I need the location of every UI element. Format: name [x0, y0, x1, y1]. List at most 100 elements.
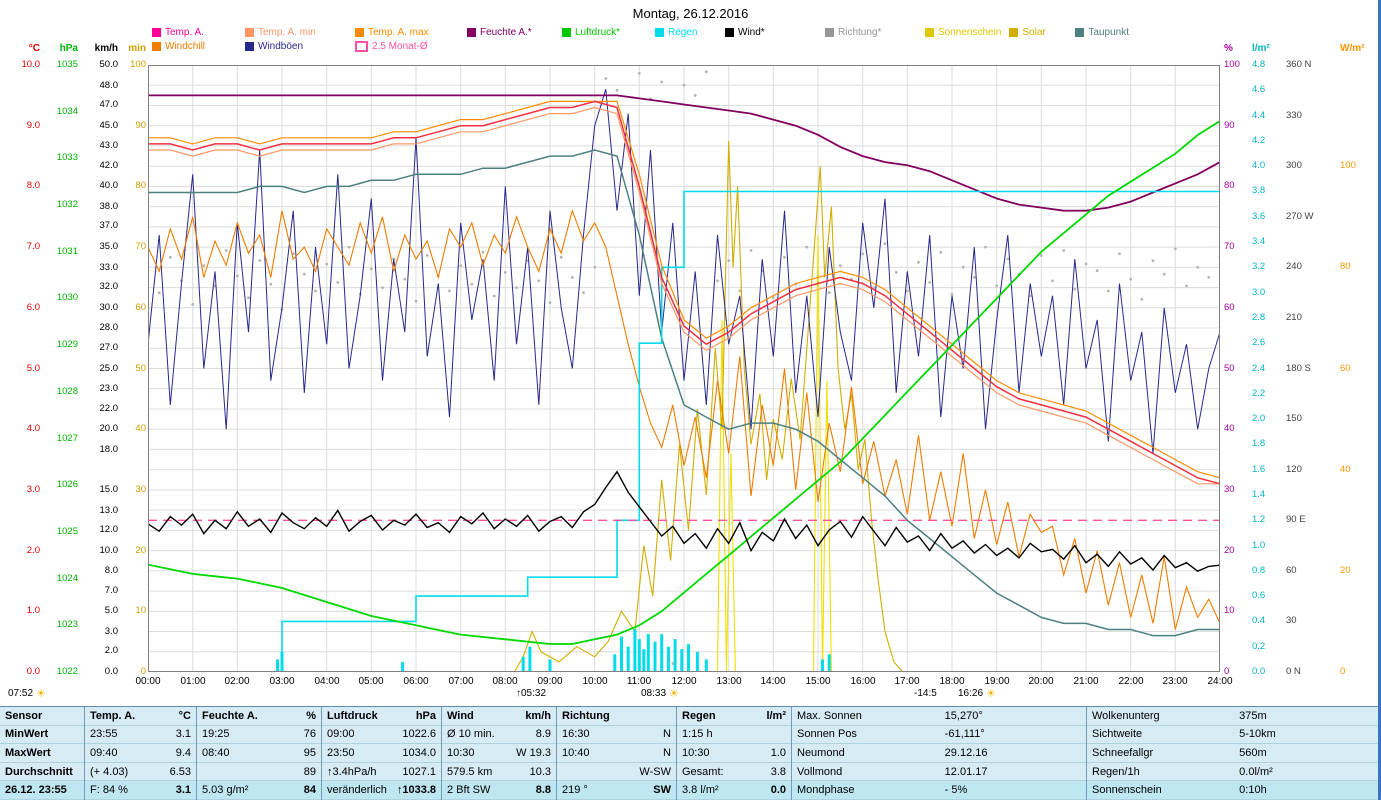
- column-header-label: Feuchte A.: [202, 709, 258, 722]
- axis-tick-label: 1026: [56, 479, 78, 490]
- series-luftdruck: [148, 120, 1220, 645]
- cell-left-text: Ø 10 min.: [447, 728, 495, 741]
- series-feuchte-a: [148, 94, 1220, 212]
- axis-tick-label: 90: [135, 120, 146, 131]
- column-header-unit: %: [306, 709, 316, 722]
- annotation-time-text: 07:52: [8, 688, 34, 699]
- axis-tick-label: 240: [1286, 261, 1302, 272]
- table-cell: 1:15 h: [677, 726, 791, 745]
- legend-swatch-icon: [245, 28, 254, 37]
- table-info-cell: Neumond 29.12.16: [792, 744, 1086, 763]
- axis-tick-label: 0.4: [1252, 615, 1266, 626]
- rain-rate-bars: [276, 629, 831, 672]
- legend-swatch-icon: [1009, 28, 1019, 37]
- table-column-header: Richtung: [557, 707, 676, 726]
- table-cell: 08:40 95: [197, 744, 321, 763]
- legend-swatch-icon: [825, 28, 834, 37]
- axis-tick-label: 1.0: [26, 605, 40, 616]
- table-column-richtung: Richtung 16:30 N 10:40 N W-SW 219 ° SW: [557, 707, 677, 800]
- cell-value: W 19.3: [516, 746, 551, 759]
- axis-tick-label: 60: [1286, 565, 1297, 576]
- axis-tick-label: 4.0: [26, 423, 40, 434]
- series-richtung: [148, 70, 1220, 665]
- axis-header-km-h: km/h: [94, 43, 118, 54]
- axis-tick-label: 8.0: [104, 565, 118, 576]
- sun-moon-time: -14:5: [914, 688, 937, 699]
- axis-tick-label: 1.2: [1252, 514, 1266, 525]
- axis-tick-label: 47.0: [99, 99, 119, 110]
- sensor-info-table: Sensor MinWert MaxWert Durchschnitt 26.12. 2…: [0, 706, 1381, 800]
- table-row-label: MaxWert: [0, 744, 84, 763]
- axis-tick-label: 1032: [56, 199, 78, 210]
- table-cell: 09:40 9.4: [85, 744, 196, 763]
- axis-tick-label: 18.0: [99, 444, 119, 455]
- table-info-cell: Sonnen Pos -61,111°: [792, 726, 1086, 745]
- column-header-unit: l/m²: [766, 709, 786, 722]
- series-regen: [148, 190, 1220, 672]
- legend-label: Solar: [1022, 27, 1046, 38]
- axis-tick-label: 20: [1340, 565, 1351, 576]
- axis-tick-label: 2.6: [1252, 337, 1266, 348]
- axis-tick-label: 4.8: [1252, 59, 1266, 70]
- x-axis-tick-label: 15:00: [805, 676, 831, 687]
- axis-tick-label: 300: [1286, 160, 1302, 171]
- cell-left-text: 09:00: [327, 728, 355, 741]
- axis-tick-label: 25.0: [99, 363, 119, 374]
- axis-tick-label: 4.6: [1252, 84, 1266, 95]
- axis-tick-label: 1031: [56, 246, 78, 257]
- cell-value: N: [663, 746, 671, 759]
- cell-left-text: 5.03 g/m²: [202, 784, 249, 797]
- table-info-cell: Schneefallgr 560m: [1087, 744, 1380, 763]
- axis-tick-label: 70: [1224, 241, 1235, 252]
- series-temp-a-max: [148, 100, 1220, 479]
- info-label: Sonnenschein: [1092, 784, 1162, 797]
- axis-tick-label: 0.6: [1252, 590, 1266, 601]
- info-value: 5-10km: [1239, 728, 1276, 741]
- x-axis-tick-label: 17:00: [894, 676, 920, 687]
- axis-tick-label: 35.0: [99, 241, 119, 252]
- axis-tick-label: 40: [1340, 464, 1351, 475]
- table-info-cell: Sichtweite 5-10km: [1087, 726, 1380, 745]
- x-axis-tick-label: 23:00: [1162, 676, 1188, 687]
- sun-icon: ☀: [669, 687, 679, 700]
- table-info-cell: Mondphase - 5%: [792, 781, 1086, 800]
- axis-tick-label: 1027: [56, 433, 78, 444]
- axis-tick-label: 30: [1286, 615, 1297, 626]
- table-row-label: Sensor: [0, 707, 84, 726]
- x-axis-tick-label: 01:00: [180, 676, 206, 687]
- axis-tick-label: 0.2: [1252, 641, 1266, 652]
- table-row-label: Durchschnitt: [0, 763, 84, 782]
- table-cell: 23:50 1034.0: [322, 744, 441, 763]
- cell-left-text: veränderlich: [327, 784, 387, 797]
- cell-left-text: 579.5 km: [447, 765, 493, 778]
- axis-tick-label: 22.0: [99, 403, 119, 414]
- cell-value: 89: [303, 765, 316, 778]
- axis-tick-label: 3.6: [1252, 211, 1266, 222]
- table-info-cell: Wolkenunterg 375m: [1087, 707, 1380, 726]
- axis-tick-label: 28.0: [99, 322, 119, 333]
- legend-swatch-icon: [655, 28, 664, 37]
- legend-label: Regen: [668, 27, 698, 38]
- info-label: Vollmond: [797, 765, 843, 778]
- axis-tick-label: 30: [135, 484, 146, 495]
- table-column-header: Luftdruck hPa: [322, 707, 441, 726]
- axis-tick-label: 100: [1340, 160, 1356, 171]
- axis-tick-label: 360 N: [1286, 59, 1312, 70]
- legend-label: Temp. A. min: [258, 27, 316, 38]
- axis-tick-label: 330: [1286, 110, 1302, 121]
- axis-tick-label: 1024: [56, 573, 78, 584]
- legend-item-richtung: Richtung*: [825, 27, 925, 38]
- sun-moon-time: ↑05:32: [516, 688, 546, 699]
- axis-tick-label: 3.4: [1252, 236, 1266, 247]
- legend-item-windchill: Windchill: [152, 41, 245, 52]
- axis-tick-label: 3.0: [26, 484, 40, 495]
- x-axis-tick-label: 20:00: [1028, 676, 1054, 687]
- cell-left-text: Gesamt:: [682, 765, 724, 778]
- table-column-header: Feuchte A.%: [197, 707, 321, 726]
- cell-value: 95: [303, 746, 316, 759]
- axis-tick-label: 100: [1224, 59, 1240, 70]
- legend-swatch-icon: [562, 28, 571, 37]
- legend-swatch-icon: [152, 42, 161, 51]
- axis-tick-label: 27.0: [99, 342, 119, 353]
- sun-icon: ☀: [986, 687, 996, 700]
